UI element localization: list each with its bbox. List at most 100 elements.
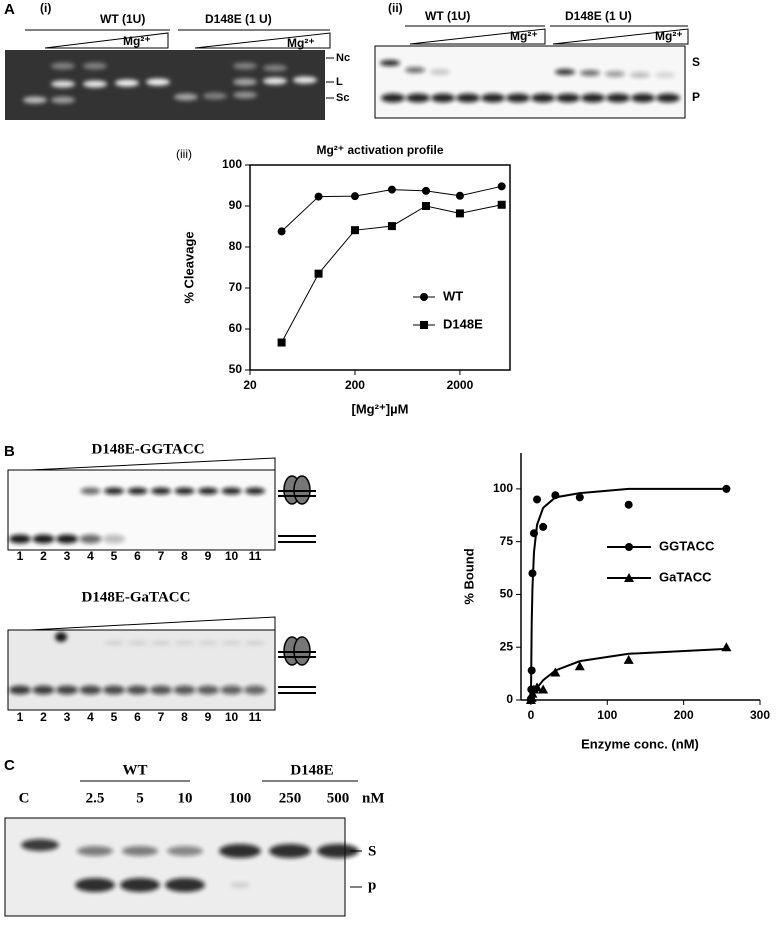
gel-band (104, 640, 124, 646)
label: WT (1U) (100, 12, 145, 26)
label: 4 (87, 549, 94, 563)
gel-band (245, 487, 265, 495)
gel-band (655, 72, 675, 78)
label: 5 (111, 549, 118, 563)
y-tick-label: 50 (500, 587, 514, 601)
gel-band (32, 534, 55, 544)
point (350, 192, 359, 201)
point (314, 269, 323, 278)
point (532, 682, 543, 692)
gel-band (151, 487, 171, 495)
legend-label: GGTACC (659, 538, 715, 553)
gel-band (198, 487, 218, 495)
legend-label: D148E (443, 316, 483, 331)
label: 7 (158, 549, 165, 563)
gel-band (127, 640, 148, 646)
gel-band (83, 80, 107, 88)
label: 3 (64, 549, 71, 563)
gel-band (656, 93, 680, 103)
label: p (368, 877, 376, 893)
label: 500 (327, 790, 350, 806)
label: S (368, 843, 376, 859)
gel-band (198, 640, 218, 646)
gel-band (581, 93, 605, 103)
label: 1 (17, 710, 24, 724)
y-tick-label: 70 (229, 280, 243, 294)
y-tick-label: 90 (229, 198, 243, 212)
gel-band (23, 96, 47, 104)
gel-band (174, 640, 195, 646)
gel-band (456, 93, 480, 103)
gel-band (221, 640, 242, 646)
legend-marker (625, 543, 633, 551)
point (533, 495, 542, 504)
label: Mg²⁺ (123, 34, 151, 48)
gel-band (51, 62, 75, 70)
gradient-wedge (194, 32, 331, 49)
x-tick-label: 200 (345, 378, 365, 392)
point (277, 338, 286, 347)
gel-band (606, 93, 630, 103)
gradient-wedge (44, 32, 169, 49)
gel-band (104, 487, 124, 495)
gel-band (32, 685, 55, 695)
gel-band (631, 93, 655, 103)
label: Nc (336, 52, 350, 64)
label: C (19, 790, 30, 806)
point (421, 186, 430, 195)
point (551, 491, 560, 500)
y-tick-label: 80 (229, 239, 243, 253)
x-axis-label: Enzyme conc. (nM) (581, 736, 699, 751)
label: 8 (181, 710, 188, 724)
label: Mg²⁺ (287, 36, 315, 50)
x-tick-label: 2000 (447, 378, 474, 392)
chart-title: Mg²⁺ activation profile (316, 143, 443, 157)
point (575, 493, 584, 502)
legend-marker (420, 321, 428, 329)
label: 11 (249, 710, 262, 724)
label: 8 (181, 549, 188, 563)
gel-band (103, 685, 125, 695)
label: 10 (225, 710, 239, 724)
x-axis-label: [Mg²⁺]µM (352, 401, 409, 416)
gel-band (431, 93, 455, 103)
gel-band (79, 534, 102, 544)
label: 3 (64, 710, 71, 724)
point (550, 667, 561, 677)
label: 2.5 (86, 790, 105, 806)
gel-band (405, 67, 425, 73)
y-tick-label: 50 (229, 362, 243, 376)
y-tick-label: 0 (506, 692, 513, 706)
point (497, 182, 506, 191)
y-tick-label: 60 (229, 321, 243, 335)
gel-band (556, 93, 580, 103)
panel-label: (iii) (176, 147, 192, 161)
gel (374, 45, 686, 119)
point (529, 529, 538, 538)
point (721, 642, 732, 652)
label: D148E (290, 762, 333, 778)
y-tick-label: 100 (493, 481, 513, 495)
label: nM (362, 790, 385, 806)
gel-band (151, 640, 171, 646)
label: C (4, 757, 15, 774)
gel-band (197, 685, 219, 695)
label: 7 (158, 710, 165, 724)
gel-band (120, 878, 160, 892)
gel-band (80, 487, 101, 495)
gel-band (233, 91, 257, 99)
gel-band (605, 71, 625, 77)
gel-band (173, 685, 196, 695)
label: D148E (1 U) (565, 9, 632, 23)
point (528, 569, 537, 578)
point (314, 192, 323, 201)
label: WT (1U) (425, 9, 470, 23)
gel-band (230, 882, 250, 888)
point (722, 484, 731, 493)
gel-band (555, 69, 575, 75)
gel-band (381, 93, 405, 103)
fit-curve (529, 487, 727, 701)
gel-band (126, 685, 149, 695)
gel-band (531, 93, 555, 103)
